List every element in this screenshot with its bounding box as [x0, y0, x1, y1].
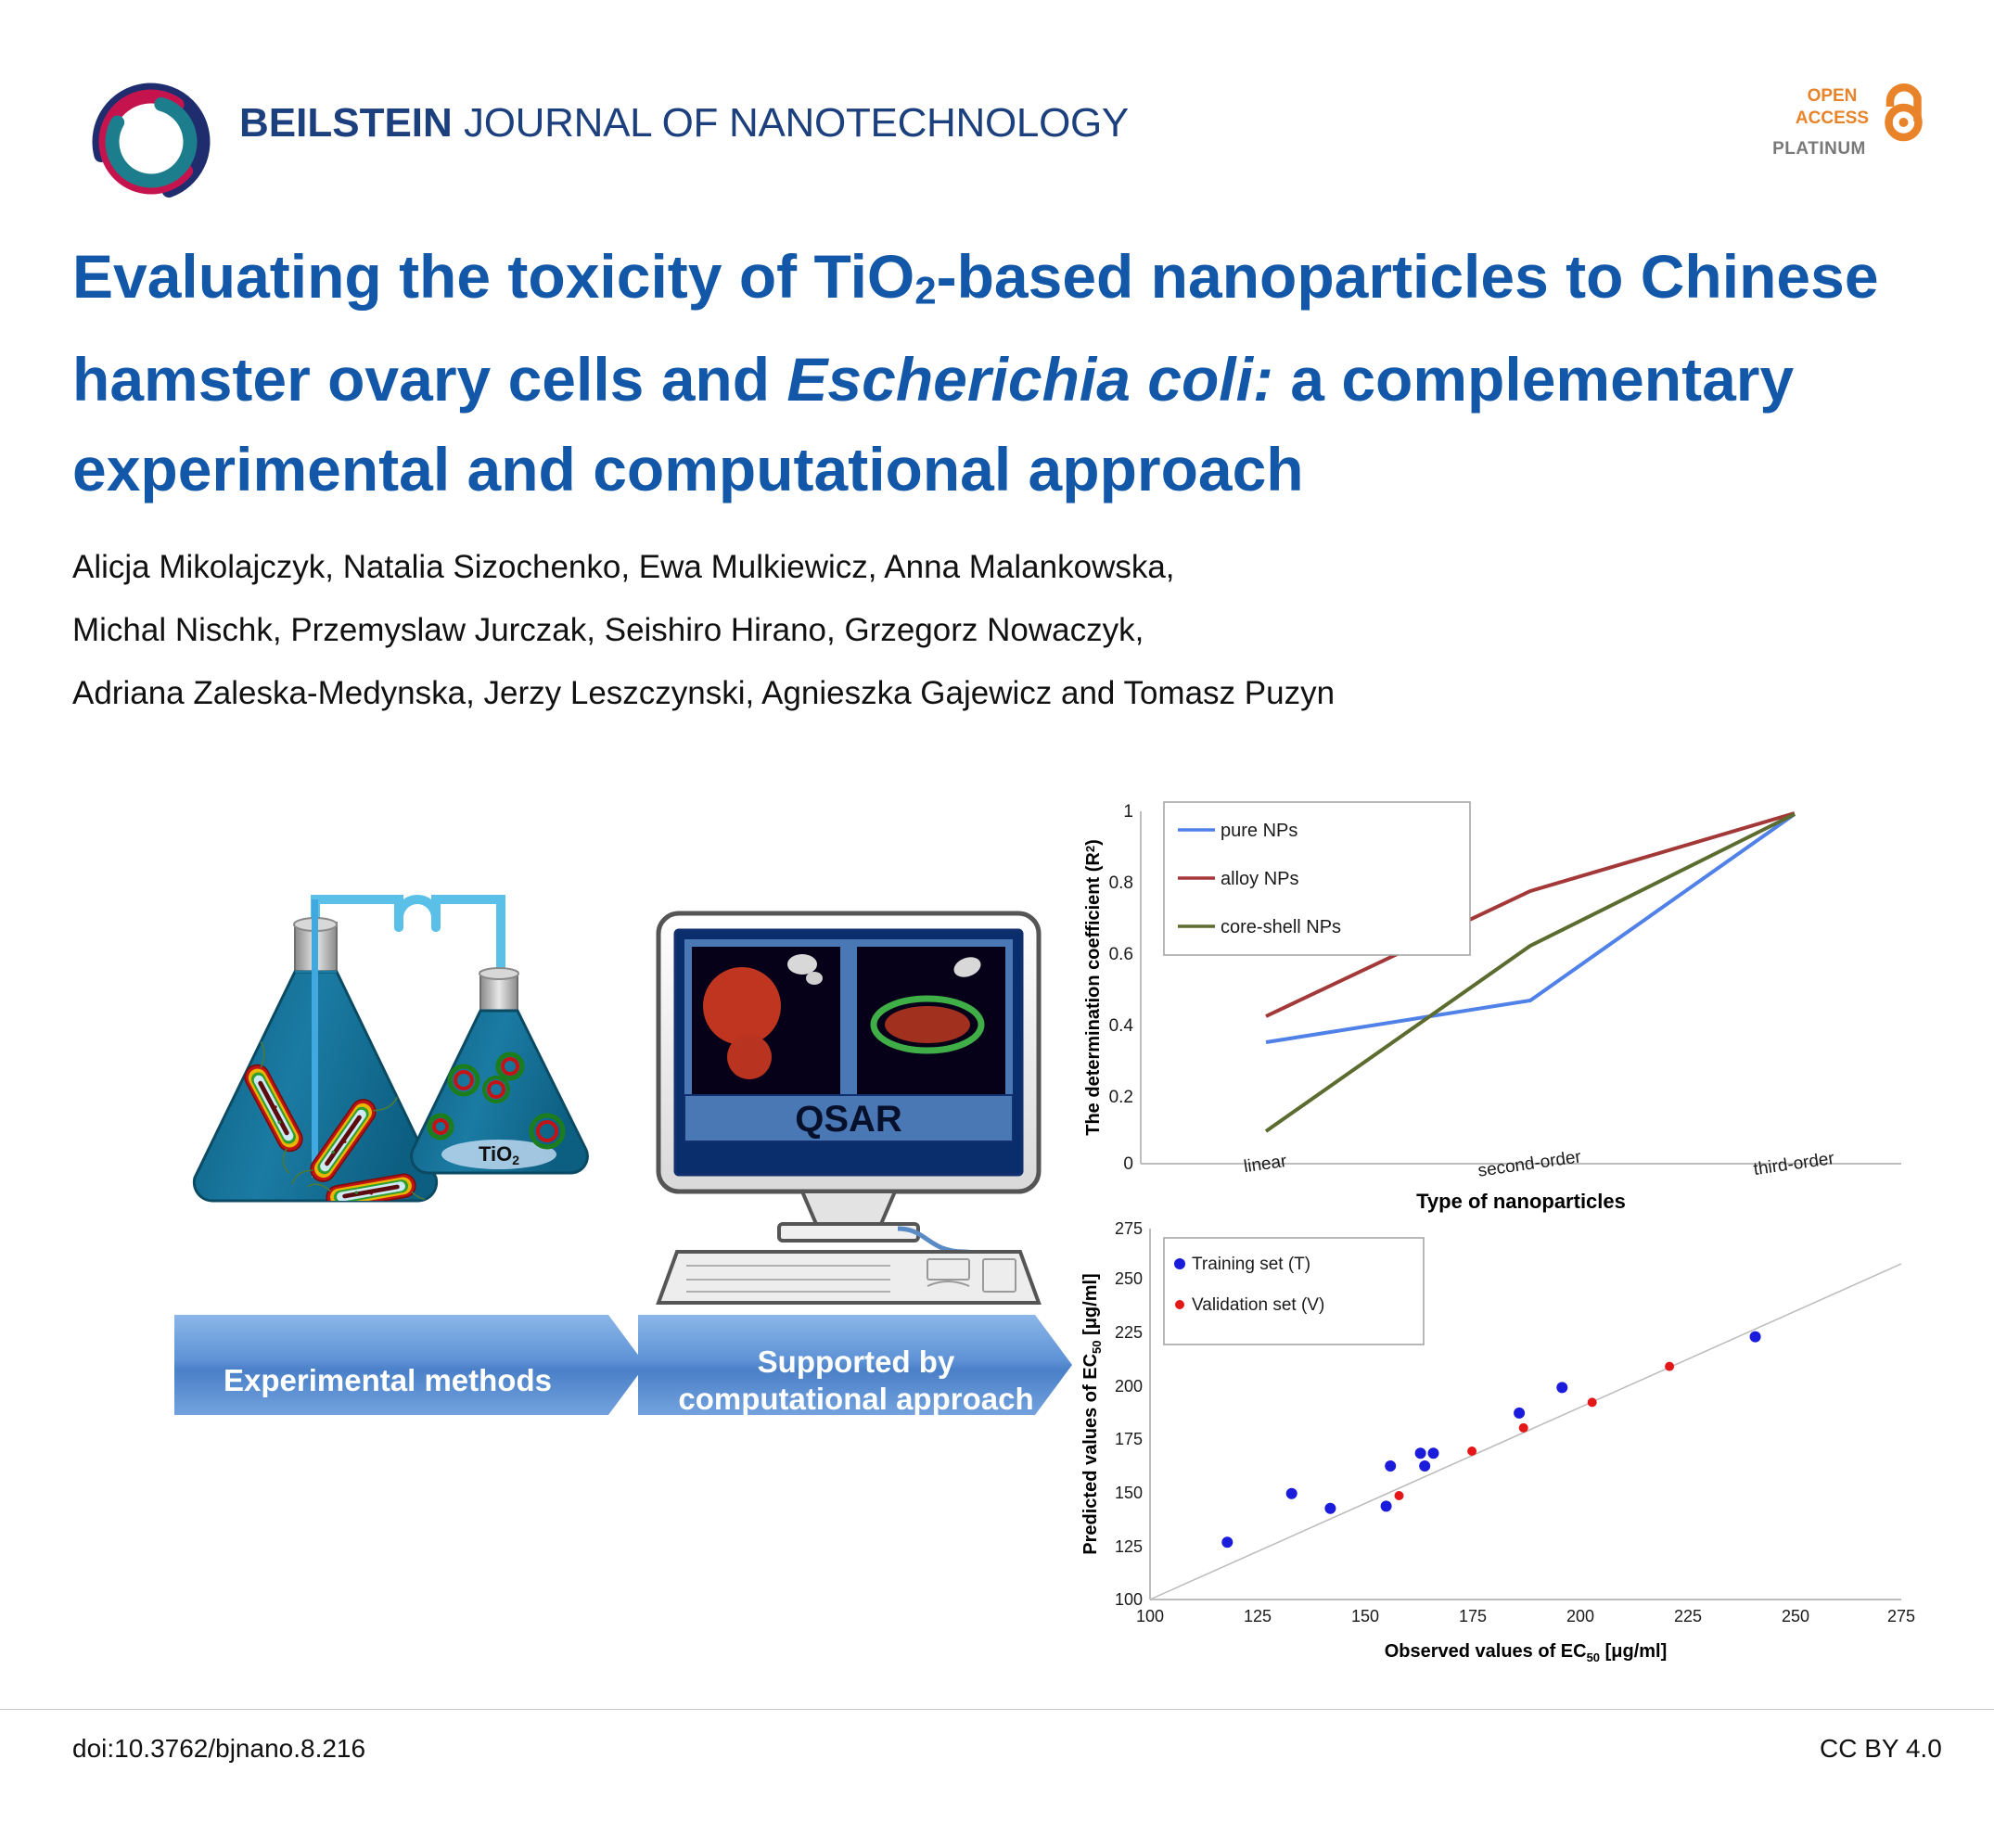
svg-text:225: 225 [1674, 1607, 1702, 1625]
svg-text:second-order: second-order [1476, 1147, 1582, 1180]
svg-text:0.4: 0.4 [1109, 1016, 1134, 1036]
svg-text:pure NPs: pure NPs [1221, 821, 1297, 841]
svg-text:0.8: 0.8 [1109, 873, 1133, 893]
svg-text:1: 1 [1123, 802, 1133, 822]
svg-text:Supported by: Supported by [758, 1345, 955, 1379]
svg-text:150: 150 [1115, 1484, 1143, 1502]
svg-text:275: 275 [1887, 1607, 1915, 1625]
svg-text:alloy NPs: alloy NPs [1221, 869, 1298, 889]
svg-text:Training set (T): Training set (T) [1192, 1255, 1310, 1274]
svg-text:0.6: 0.6 [1109, 945, 1133, 964]
svg-text:computational approach: computational approach [678, 1382, 1033, 1416]
svg-text:QSAR: QSAR [795, 1099, 902, 1140]
svg-text:Predicted values of EC50 [μg/m: Predicted values of EC50 [μg/ml] [1080, 1273, 1104, 1554]
svg-text:125: 125 [1244, 1607, 1272, 1625]
svg-text:250: 250 [1115, 1269, 1143, 1288]
svg-text:Experimental methods: Experimental methods [224, 1363, 552, 1397]
svg-text:linear: linear [1243, 1152, 1289, 1177]
svg-text:175: 175 [1459, 1607, 1487, 1625]
svg-text:Observed values of EC50 [μg/ml: Observed values of EC50 [μg/ml] [1385, 1641, 1668, 1664]
svg-text:0.2: 0.2 [1109, 1088, 1133, 1107]
svg-text:250: 250 [1782, 1607, 1809, 1625]
svg-text:Validation set (V): Validation set (V) [1192, 1295, 1324, 1315]
svg-text:100: 100 [1115, 1590, 1143, 1609]
svg-text:175: 175 [1115, 1430, 1143, 1448]
svg-text:200: 200 [1115, 1377, 1143, 1396]
svg-text:225: 225 [1115, 1323, 1143, 1342]
svg-text:275: 275 [1115, 1219, 1143, 1238]
svg-text:100: 100 [1136, 1607, 1164, 1625]
svg-text:150: 150 [1351, 1607, 1379, 1625]
svg-text:200: 200 [1566, 1607, 1594, 1625]
svg-text:0: 0 [1123, 1154, 1133, 1174]
svg-text:core-shell NPs: core-shell NPs [1221, 917, 1341, 937]
svg-text:third-order: third-order [1752, 1149, 1835, 1179]
svg-text:125: 125 [1115, 1537, 1143, 1556]
svg-text:The determination coefficient: The determination coefficient (R2) [1083, 839, 1104, 1136]
